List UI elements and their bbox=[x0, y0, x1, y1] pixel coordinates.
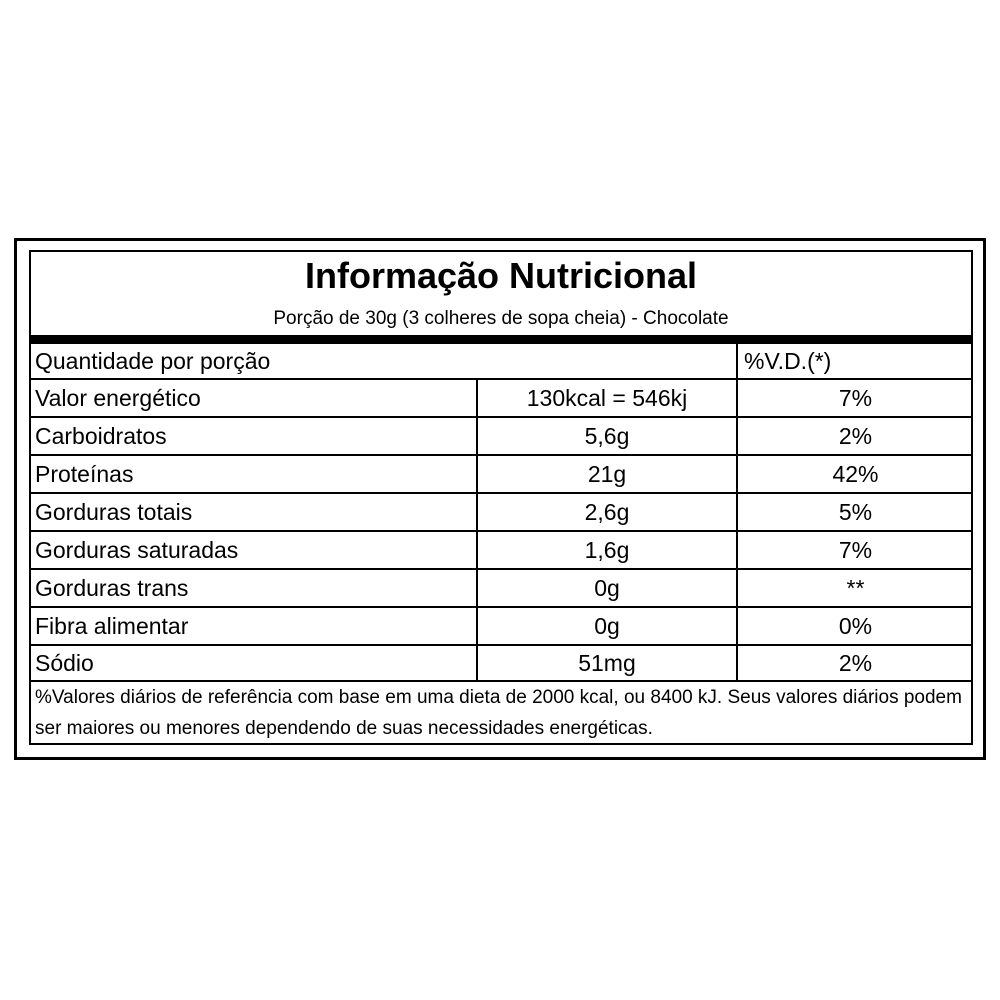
divider-bar bbox=[29, 335, 973, 344]
nutrient-name: Valor energético bbox=[35, 384, 201, 411]
table-row: Valor energético 130kcal = 546kj 7% bbox=[29, 380, 973, 418]
nutrient-name: Gorduras totais bbox=[35, 498, 193, 525]
table-row: Fibra alimentar 0g 0% bbox=[29, 608, 973, 646]
serving-size: Porção de 30g (3 colheres de sopa cheia)… bbox=[273, 308, 729, 329]
nutrient-amount: 5,6g bbox=[476, 418, 736, 454]
nutrient-amount: 130kcal = 546kj bbox=[476, 380, 736, 416]
table-row: Gorduras saturadas 1,6g 7% bbox=[29, 532, 973, 570]
table-header-row: Quantidade por porção %V.D.(*) bbox=[29, 344, 973, 380]
nutrient-amount: 51mg bbox=[476, 646, 736, 680]
nutrient-amount: 1,6g bbox=[476, 532, 736, 568]
nutrient-daily-value: ** bbox=[736, 570, 973, 606]
nutrient-daily-value: 7% bbox=[736, 380, 973, 416]
nutrient-amount: 21g bbox=[476, 456, 736, 492]
nutrient-daily-value: 2% bbox=[736, 646, 973, 680]
nutrition-label-outer-border bbox=[14, 238, 986, 760]
nutrient-amount: 0g bbox=[476, 570, 736, 606]
nutrient-daily-value: 42% bbox=[736, 456, 973, 492]
table-row: Carboidratos 5,6g 2% bbox=[29, 418, 973, 456]
quantity-per-serving-header: Quantidade por porção bbox=[35, 347, 271, 374]
table-row: Proteínas 21g 42% bbox=[29, 456, 973, 494]
nutrient-name: Proteínas bbox=[35, 460, 134, 487]
daily-value-header: %V.D.(*) bbox=[736, 344, 973, 378]
nutrient-name: Gorduras saturadas bbox=[35, 536, 239, 563]
nutrition-table: Quantidade por porção %V.D.(*) Valor ene… bbox=[29, 344, 973, 682]
table-row: Gorduras totais 2,6g 5% bbox=[29, 494, 973, 532]
nutrient-name: Sódio bbox=[35, 649, 94, 676]
nutrition-label-inner-border bbox=[29, 250, 973, 745]
nutrient-daily-value: 2% bbox=[736, 418, 973, 454]
table-row: Gorduras trans 0g ** bbox=[29, 570, 973, 608]
nutrient-daily-value: 5% bbox=[736, 494, 973, 530]
nutrient-name: Carboidratos bbox=[35, 422, 167, 449]
nutrient-name: Gorduras trans bbox=[35, 574, 189, 601]
nutrient-daily-value: 0% bbox=[736, 608, 973, 644]
daily-value-footnote: %Valores diários de referência com base … bbox=[35, 687, 962, 739]
table-row: Sódio 51mg 2% bbox=[29, 646, 973, 682]
nutrient-daily-value: 7% bbox=[736, 532, 973, 568]
nutrient-amount: 2,6g bbox=[476, 494, 736, 530]
nutrient-name: Fibra alimentar bbox=[35, 612, 189, 639]
label-title: Informação Nutricional bbox=[304, 255, 698, 296]
nutrient-amount: 0g bbox=[476, 608, 736, 644]
